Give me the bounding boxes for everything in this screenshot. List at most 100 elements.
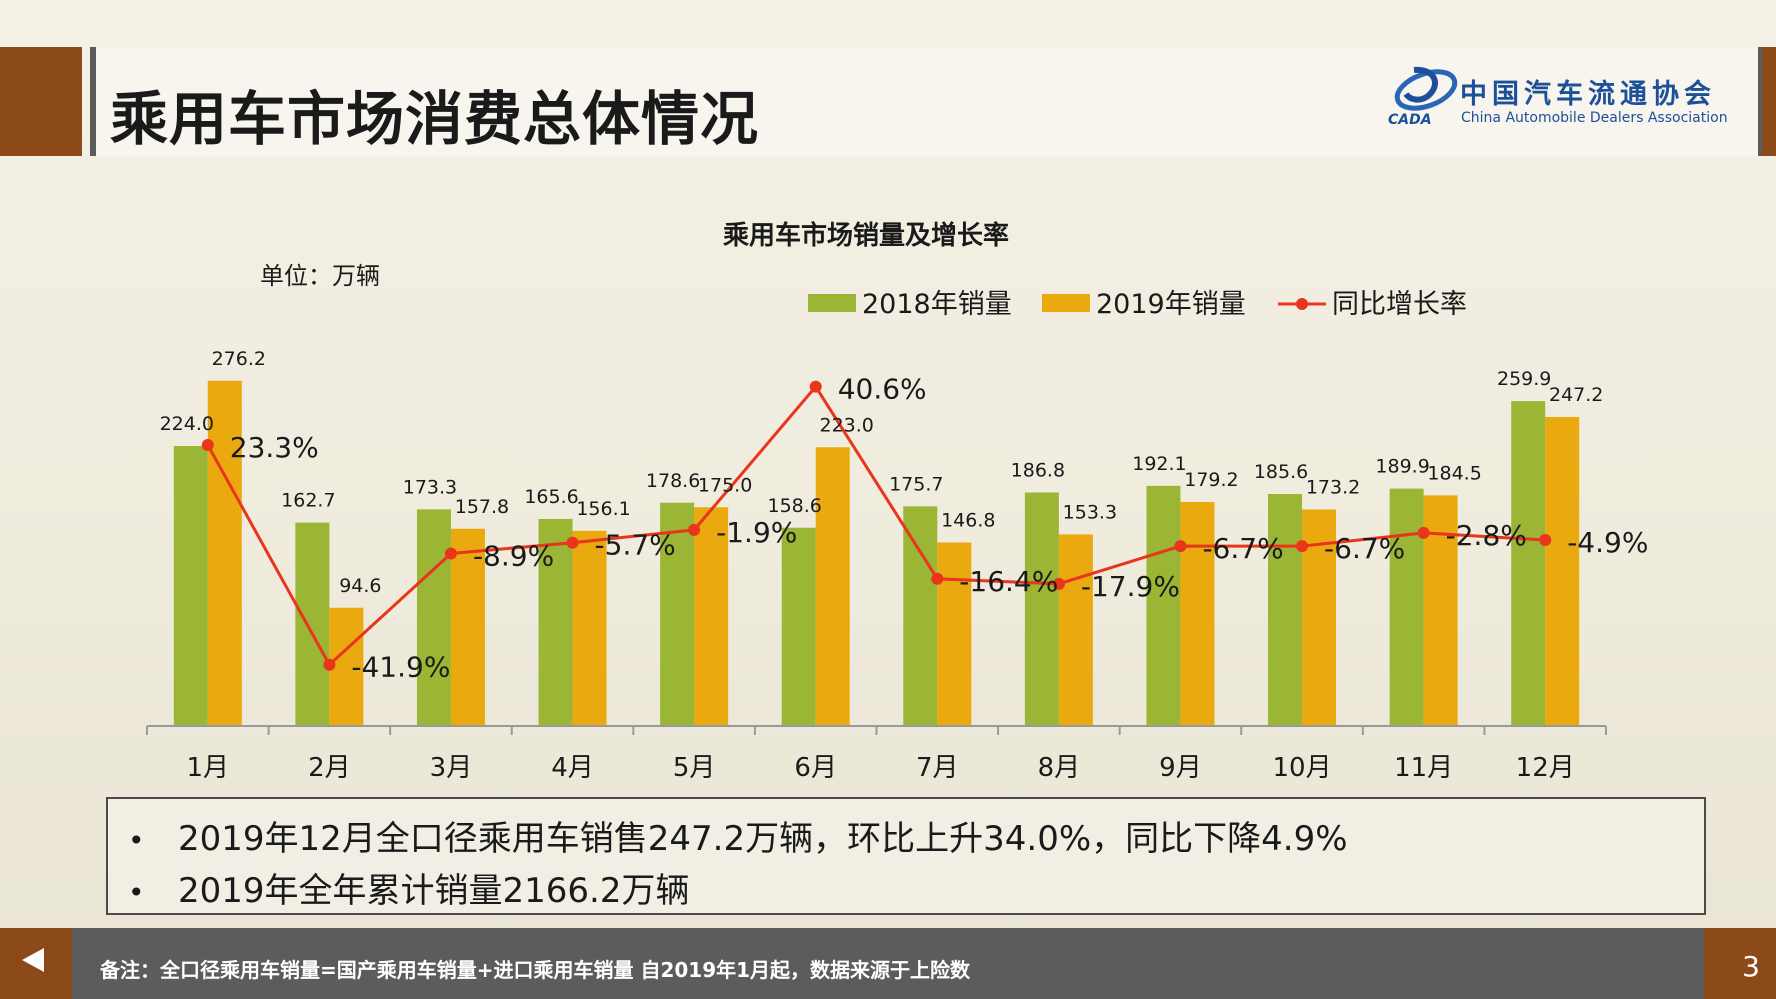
note-text: 2019年12月全口径乘用车销售247.2万辆，环比上升34.0%，同比下降4.… [178,819,1348,859]
growth-point [444,547,457,560]
bar-2018 [903,506,938,726]
x-tick-label: 7月 [916,753,959,783]
bar-label-2019: 94.6 [339,575,381,597]
bar-2019 [450,528,485,726]
growth-label: -4.9% [1567,526,1648,559]
bar-label-2019: 173.2 [1306,477,1360,499]
growth-point [1052,577,1065,590]
growth-label: -2.8% [1446,519,1527,552]
legend-swatch-2019 [1042,294,1090,312]
bar-2018 [781,527,816,726]
x-tick-label: 4月 [551,753,594,783]
growth-label: 23.3% [230,431,319,464]
notes-box: • 2019年12月全口径乘用车销售247.2万辆，环比上升34.0%，同比下降4… [106,797,1706,915]
bar-2018 [295,522,330,726]
bullet-icon: • [128,824,145,857]
growth-label: -16.4% [959,565,1058,598]
note-item: • 2019年全年累计销量2166.2万辆 [128,863,690,912]
back-arrow-icon[interactable] [22,948,44,972]
bar-label-2018: 259.9 [1497,368,1551,390]
growth-point [323,658,336,671]
bar-2018 [538,519,573,726]
bar-label-2019: 276.2 [212,348,266,370]
org-name-en: China Automobile Dealers Association [1461,110,1728,126]
title-right-divider [1758,47,1762,156]
bar-label-2019: 175.0 [698,474,752,496]
growth-point [1174,540,1187,553]
bar-2018 [173,446,208,726]
x-tick-label: 8月 [1038,753,1081,783]
x-tick-label: 3月 [430,753,473,783]
growth-point [201,438,214,451]
bar-label-2018: 224.0 [160,413,214,435]
title-bar [90,47,1758,156]
svg-text:CADA: CADA [1388,112,1432,128]
growth-label: -41.9% [351,651,450,684]
bar-label-2018: 162.7 [281,490,335,512]
bar-label-2019: 156.1 [576,498,630,520]
note-item: • 2019年12月全口径乘用车销售247.2万辆，环比上升34.0%，同比下降4… [128,811,1348,860]
growth-label: 40.6% [838,373,927,406]
footer-bar [0,928,1776,999]
bar-2019 [937,542,972,726]
bar-label-2019: 179.2 [1184,469,1238,491]
growth-line [206,384,1546,668]
note-text: 2019年全年累计销量2166.2万辆 [178,871,690,911]
bars-layer [173,380,1580,726]
bar-label-2019: 184.5 [1427,462,1481,484]
x-axis-ticks [146,726,1607,735]
bar-2019 [329,607,364,726]
bar-2019 [694,507,729,726]
growth-point [566,536,579,549]
bar-label-2018: 192.1 [1132,453,1186,475]
page-title: 乘用车市场消费总体情况 [110,85,760,153]
bar-2018 [660,502,695,726]
bar-2018 [1511,401,1546,726]
bar-2019 [1058,534,1093,726]
growth-label: -8.9% [473,539,554,572]
bar-label-2018: 186.8 [1011,460,1065,482]
x-tick-label: 10月 [1272,753,1331,783]
x-tick-label: 9月 [1159,753,1202,783]
legend-marker-growth [1296,298,1308,310]
title-divider [90,47,96,156]
chart-title: 乘用车市场销量及增长率 [722,220,1009,251]
x-tick-label: 6月 [794,753,837,783]
growth-label: -17.9% [1081,570,1180,603]
page-number-block [1704,928,1776,999]
cada-logo-icon: CADA [1388,66,1458,128]
growth-label: -6.7% [1324,532,1405,565]
x-tick-label: 2月 [308,753,351,783]
growth-point [1539,534,1552,547]
legend-label-growth: 同比增长率 [1332,289,1467,320]
org-name-cn: 中国汽车流通协会 [1460,79,1716,110]
bar-2019 [1180,502,1215,726]
legend-swatch-2018 [808,294,856,312]
footnote: 备注：全口径乘用车销量=国产乘用车销量+进口乘用车销量 自2019年1月起，数据… [100,958,971,982]
title-right-accent [1762,47,1776,156]
bar-2019 [572,530,607,726]
unit-label: 单位：万辆 [260,262,380,290]
bar-label-2018: 189.9 [1375,456,1429,478]
growth-point [809,380,822,393]
x-tick-label: 1月 [187,753,230,783]
bar-2019 [207,380,242,726]
bar-label-2019: 146.8 [941,510,995,532]
growth-label: -5.7% [595,529,676,562]
bar-2018 [416,509,451,726]
bar-label-2019: 157.8 [455,496,509,518]
growth-label: -6.7% [1202,532,1283,565]
bar-label-2018: 185.6 [1254,461,1308,483]
bar-label-2018: 158.6 [768,495,822,517]
bar-2019 [815,447,850,726]
growth-line-layer [201,380,1552,671]
chart-legend: 2018年销量 2019年销量 同比增长率 [808,289,1467,320]
bar-label-2018: 175.7 [889,473,943,495]
legend-label-2019: 2019年销量 [1096,289,1246,320]
bar-label-2018: 173.3 [403,476,457,498]
bar-2018 [1389,488,1424,726]
page-number: 3 [1742,950,1760,983]
bar-label-2019: 223.0 [820,414,874,436]
bar-label-2019: 247.2 [1549,384,1603,406]
